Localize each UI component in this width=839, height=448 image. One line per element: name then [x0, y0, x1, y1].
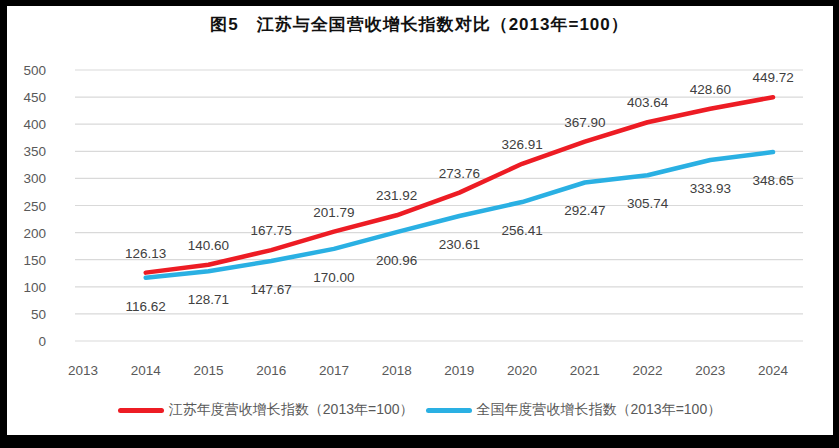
data-label: 167.75: [251, 223, 292, 238]
data-label: 292.47: [564, 203, 605, 218]
y-axis-tick-label: 300: [23, 171, 46, 186]
y-axis-tick-label: 150: [23, 253, 46, 268]
data-label: 305.74: [627, 196, 669, 211]
y-axis-tick-label: 0: [38, 334, 46, 349]
x-axis-tick-label: 2024: [758, 363, 789, 378]
data-label: 200.96: [376, 253, 417, 268]
data-label: 128.71: [188, 292, 229, 307]
data-label: 126.13: [125, 246, 166, 261]
legend-label-national: 全国年度营收增长指数（2013年=100）: [477, 401, 722, 419]
data-label: 201.79: [313, 205, 354, 220]
y-axis-tick-label: 500: [23, 63, 46, 78]
data-label: 230.61: [439, 237, 480, 252]
data-label: 231.92: [376, 188, 417, 203]
x-axis-tick-label: 2016: [256, 363, 286, 378]
legend-label-jiangsu: 江苏年度营收增长指数（2013年=100）: [169, 401, 414, 419]
chart-legend: 江苏年度营收增长指数（2013年=100） 全国年度营收增长指数（2013年=1…: [0, 395, 839, 425]
x-axis-tick-label: 2017: [319, 363, 349, 378]
jiangsu-series-line-swatch-icon: [118, 408, 164, 413]
data-label: 367.90: [564, 115, 605, 130]
legend-item-national: 全国年度营收增长指数（2013年=100）: [426, 401, 722, 419]
x-axis-tick-label: 2013: [68, 363, 98, 378]
legend-item-jiangsu: 江苏年度营收增长指数（2013年=100）: [118, 401, 414, 419]
frame-border-right: [833, 0, 839, 448]
y-axis-tick-label: 350: [23, 144, 46, 159]
national-series-line-swatch-icon: [426, 408, 472, 413]
line-chart-plot: 0 50 100 150 200 250 300 350 400 450 500 2013 2014 20…: [0, 0, 839, 448]
y-axis-tick-label: 50: [31, 307, 46, 322]
y-axis-tick-label: 250: [23, 199, 46, 214]
y-axis-tick-label: 100: [23, 280, 46, 295]
chart-figure: 图5 江苏与全国营收增长指数对比（2013年=100） 050100150200…: [0, 0, 839, 448]
x-axis-tick-label: 2020: [507, 363, 537, 378]
frame-border-left: [0, 0, 7, 448]
frame-border-bottom: [0, 435, 839, 448]
x-axis-tick-label: 2014: [131, 363, 162, 378]
x-axis-tick-label: 2022: [633, 363, 663, 378]
y-axis-tick-label: 200: [23, 226, 46, 241]
data-label: 140.60: [188, 238, 229, 253]
x-axis-tick-label: 2018: [382, 363, 412, 378]
y-axis-tick-label: 400: [23, 117, 46, 132]
x-axis-tick-label: 2019: [444, 363, 474, 378]
frame-border-top: [0, 0, 839, 6]
data-label: 170.00: [313, 270, 354, 285]
data-label: 116.62: [126, 299, 166, 314]
y-axis-tick-label: 450: [23, 90, 46, 105]
x-axis-tick-label: 2021: [570, 363, 600, 378]
data-label: 273.76: [439, 166, 480, 181]
x-axis-tick-label: 2023: [695, 363, 725, 378]
data-label: 428.60: [690, 82, 731, 97]
data-label: 403.64: [627, 95, 669, 110]
data-label: 333.93: [690, 181, 731, 196]
data-label: 449.72: [752, 70, 793, 85]
x-axis-tick-label: 2015: [193, 363, 223, 378]
data-label: 326.91: [501, 137, 542, 152]
data-label: 147.67: [251, 282, 292, 297]
data-label: 348.65: [752, 173, 793, 188]
data-label: 256.41: [501, 223, 542, 238]
